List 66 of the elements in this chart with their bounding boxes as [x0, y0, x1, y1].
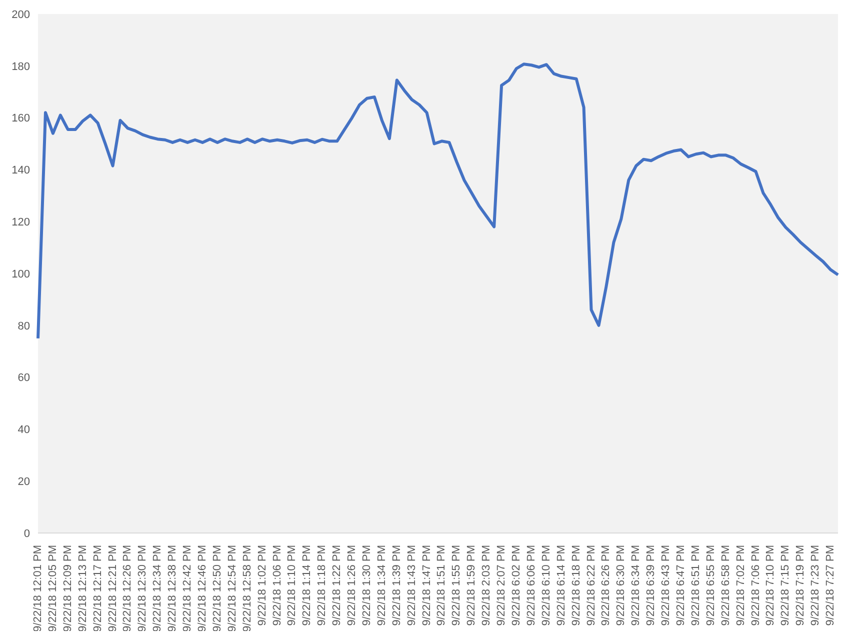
y-tick-label: 40: [18, 424, 30, 436]
x-tick-label: 9/22/18 12:05 PM: [46, 545, 59, 632]
x-tick-label: 9/22/18 7:15 PM: [780, 545, 792, 626]
x-tick-label: 9/22/18 6:06 PM: [525, 545, 538, 626]
y-tick-label: 0: [24, 528, 30, 540]
x-tick-label: 9/22/18 2:03 PM: [480, 545, 493, 626]
x-tick-label: 9/22/18 12:13 PM: [76, 545, 89, 632]
x-tick-label: 9/22/18 7:19 PM: [794, 545, 807, 626]
x-tick-label: 9/22/18 1:30 PM: [360, 545, 373, 626]
x-tick-label: 9/22/18 1:51 PM: [436, 545, 448, 626]
y-tick-label: 80: [18, 320, 30, 332]
y-tick-label: 120: [12, 216, 30, 229]
x-tick-label: 9/22/18 6:34 PM: [630, 545, 642, 626]
x-tick-label: 9/22/18 6:55 PM: [704, 545, 717, 626]
x-tick-label: 9/22/18 1:43 PM: [406, 545, 418, 626]
x-tick-label: 9/22/18 1:10 PM: [286, 545, 298, 626]
x-tick-label: 9/22/18 6:47 PM: [674, 545, 687, 626]
x-tick-label: 9/22/18 6:43 PM: [660, 545, 672, 626]
y-tick-label: 180: [12, 60, 30, 73]
x-tick-label: 9/22/18 12:46 PM: [196, 545, 208, 632]
x-tick-label: 9/22/18 12:58 PM: [241, 545, 254, 632]
x-tick-label: 9/22/18 12:21 PM: [106, 545, 119, 632]
x-tick-label: 9/22/18 6:51 PM: [690, 545, 702, 626]
x-tick-label: 9/22/18 12:54 PM: [226, 545, 238, 632]
x-tick-label: 9/22/18 12:09 PM: [62, 545, 74, 632]
y-tick-label: 140: [12, 164, 30, 177]
x-tick-label: 9/22/18 1:47 PM: [420, 545, 433, 626]
x-tick-label: 9/22/18 7:02 PM: [734, 545, 747, 626]
y-tick-label: 60: [18, 372, 30, 384]
x-tick-label: 9/22/18 1:55 PM: [450, 545, 463, 626]
x-tick-label: 9/22/18 12:38 PM: [166, 545, 179, 632]
y-tick-label: 160: [12, 112, 30, 125]
x-tick-label: 9/22/18 1:18 PM: [316, 545, 328, 626]
x-tick-label: 9/22/18 6:02 PM: [510, 545, 523, 626]
y-tick-label: 200: [12, 8, 30, 21]
x-tick-label: 9/22/18 12:42 PM: [182, 545, 194, 632]
x-tick-label: 9/22/18 1:59 PM: [466, 545, 478, 626]
x-tick-label: 9/22/18 7:27 PM: [824, 545, 837, 626]
x-tick-label: 9/22/18 6:30 PM: [615, 545, 628, 626]
x-tick-label: 9/22/18 12:01 PM: [32, 545, 44, 632]
x-tick-label: 9/22/18 6:14 PM: [555, 545, 568, 626]
x-tick-label: 9/22/18 1:39 PM: [390, 545, 403, 626]
x-tick-label: 9/22/18 1:22 PM: [331, 545, 344, 626]
x-tick-label: 9/22/18 6:26 PM: [600, 545, 612, 626]
x-tick-label: 9/22/18 1:34 PM: [376, 545, 388, 626]
x-tick-label: 9/22/18 6:18 PM: [570, 545, 582, 626]
x-tick-label: 9/22/18 12:17 PM: [92, 545, 104, 632]
y-tick-label: 100: [12, 268, 30, 280]
x-tick-label: 9/22/18 1:02 PM: [256, 545, 268, 626]
line-series: [36, 62, 840, 340]
x-tick-label: 9/22/18 1:26 PM: [346, 545, 358, 626]
x-tick-label: 9/22/18 12:34 PM: [152, 545, 164, 632]
x-tick-label: 9/22/18 7:23 PM: [810, 545, 822, 626]
y-tick-label: 20: [18, 476, 30, 488]
x-tick-label: 9/22/18 2:07 PM: [496, 545, 508, 626]
x-tick-label: 9/22/18 6:22 PM: [585, 545, 598, 626]
x-tick-label: 9/22/18 7:10 PM: [764, 545, 777, 626]
x-tick-label: 9/22/18 1:14 PM: [301, 545, 314, 626]
x-tick-label: 9/22/18 12:50 PM: [211, 545, 224, 632]
x-tick-label: 9/22/18 12:30 PM: [136, 545, 149, 632]
x-tick-label: 9/22/18 7:06 PM: [750, 545, 762, 626]
x-tick-label: 9/22/18 6:39 PM: [645, 545, 658, 626]
x-tick-label: 9/22/18 1:06 PM: [271, 545, 284, 626]
x-tick-label: 9/22/18 6:10 PM: [540, 545, 552, 626]
x-tick-label: 9/22/18 12:26 PM: [122, 545, 134, 632]
x-tick-label: 9/22/18 6:58 PM: [720, 545, 732, 626]
